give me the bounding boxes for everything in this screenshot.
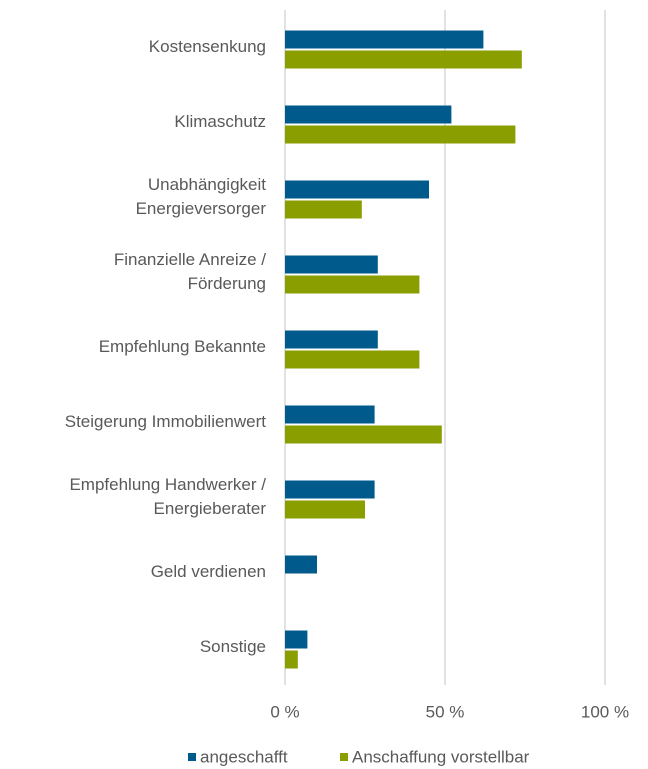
bar: [285, 405, 375, 424]
y-tick-label: Energieversorger: [136, 199, 267, 218]
legend-label: Anschaffung vorstellbar: [352, 747, 530, 766]
bar: [285, 350, 420, 369]
bar: [285, 555, 317, 574]
x-tick-label: 100 %: [581, 702, 629, 721]
y-tick-label: Unabhängigkeit: [148, 175, 266, 194]
bar: [285, 200, 362, 219]
legend-label: angeschafft: [200, 747, 288, 766]
bar: [285, 180, 429, 199]
y-tick-label: Steigerung Immobilienwert: [65, 412, 267, 431]
y-tick-label: Energieberater: [154, 499, 267, 518]
bar: [285, 30, 484, 49]
y-tick-label: Empfehlung Handwerker /: [69, 475, 266, 494]
y-tick-label: Sonstige: [200, 637, 266, 656]
y-tick-label: Finanzielle Anreize /: [114, 250, 266, 269]
bar: [285, 255, 378, 274]
bar: [285, 275, 420, 294]
legend-swatch: [340, 753, 348, 761]
bar: [285, 480, 375, 499]
bar: [285, 50, 522, 69]
bar: [285, 630, 308, 649]
y-tick-label: Förderung: [188, 274, 266, 293]
bar: [285, 125, 516, 144]
bar: [285, 650, 298, 669]
bar: [285, 500, 365, 519]
y-tick-label: Empfehlung Bekannte: [99, 337, 266, 356]
legend-swatch: [188, 753, 196, 761]
y-tick-label: Klimaschutz: [174, 112, 266, 131]
bar: [285, 105, 452, 124]
x-tick-label: 50 %: [426, 702, 465, 721]
bar: [285, 330, 378, 349]
y-tick-label: Kostensenkung: [149, 37, 266, 56]
y-tick-label: Geld verdienen: [151, 562, 266, 581]
bar: [285, 425, 442, 444]
x-tick-label: 0 %: [270, 702, 299, 721]
